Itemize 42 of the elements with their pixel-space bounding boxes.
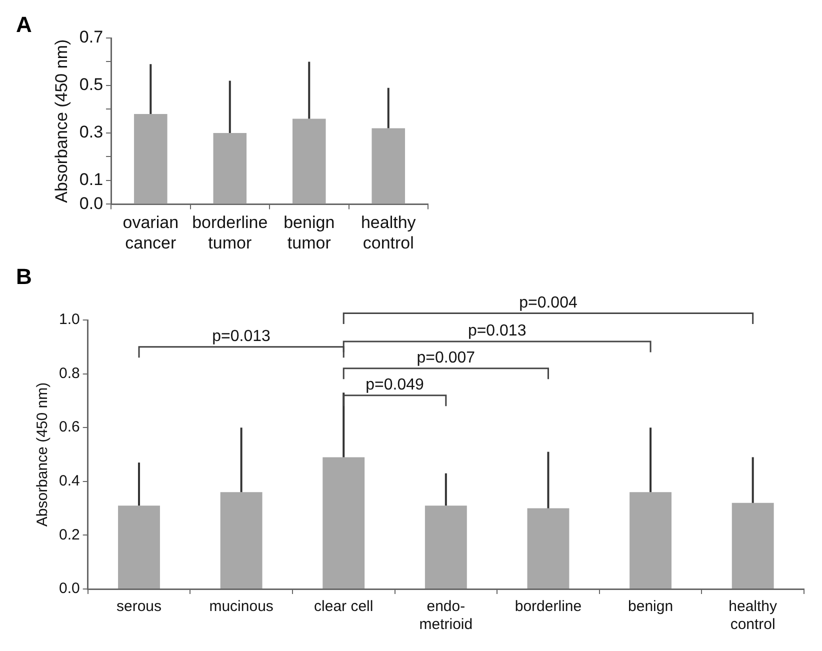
y-tick-label: 0.4 xyxy=(58,472,80,490)
y-tick-label: 0.0 xyxy=(79,194,104,213)
bar xyxy=(424,506,467,588)
x-tick-label: endo-metrioid xyxy=(419,598,473,634)
y-tick-label: 0.3 xyxy=(79,122,104,142)
y-tick-label: 1.0 xyxy=(58,311,80,328)
bar xyxy=(732,502,774,588)
chart-title: A xyxy=(16,12,32,38)
x-tick-label: benign tumor xyxy=(284,213,335,252)
x-tick-label: ovarian cancer xyxy=(122,213,179,252)
annotation: p=0.007 xyxy=(416,349,476,366)
y-tick-label: 0.0 xyxy=(58,580,80,598)
x-tick-label: benign xyxy=(628,598,674,616)
x-tick-label: borderline xyxy=(514,598,582,616)
y-tick-label: 0.7 xyxy=(79,28,104,47)
bar xyxy=(527,508,570,588)
x-tick-label: mucinous xyxy=(209,598,274,616)
bar xyxy=(322,457,365,588)
x-tick-label: healthy control xyxy=(728,598,778,634)
y-axis-title: Absorbance (450 nm) xyxy=(34,382,52,527)
x-tick-label: borderline tumor xyxy=(192,213,268,252)
bar xyxy=(292,118,326,204)
bar xyxy=(220,492,262,588)
bar xyxy=(118,506,160,588)
y-tick-label: 0.8 xyxy=(58,364,80,382)
bar xyxy=(372,128,406,204)
x-tick-label: healthy control xyxy=(360,213,416,252)
annotation: p=0.013 xyxy=(212,328,271,345)
x-tick-label: serous xyxy=(116,598,162,616)
annotation: p=0.013 xyxy=(468,322,526,340)
text: p=0.004 xyxy=(519,294,578,312)
bar xyxy=(134,114,168,204)
chart-title: B xyxy=(16,264,32,290)
bar xyxy=(213,132,247,204)
x-tick-label: clear cell xyxy=(314,598,374,616)
bar xyxy=(630,492,672,588)
y-tick-label: 0.2 xyxy=(58,526,80,544)
y-tick-label: 0.6 xyxy=(58,418,80,436)
y-axis-title: Absorbance (450 nm) xyxy=(52,39,71,203)
y-tick-label: 0.1 xyxy=(79,170,104,190)
y-tick-label: 0.5 xyxy=(79,75,104,94)
annotation: p=0.049 xyxy=(366,376,424,394)
